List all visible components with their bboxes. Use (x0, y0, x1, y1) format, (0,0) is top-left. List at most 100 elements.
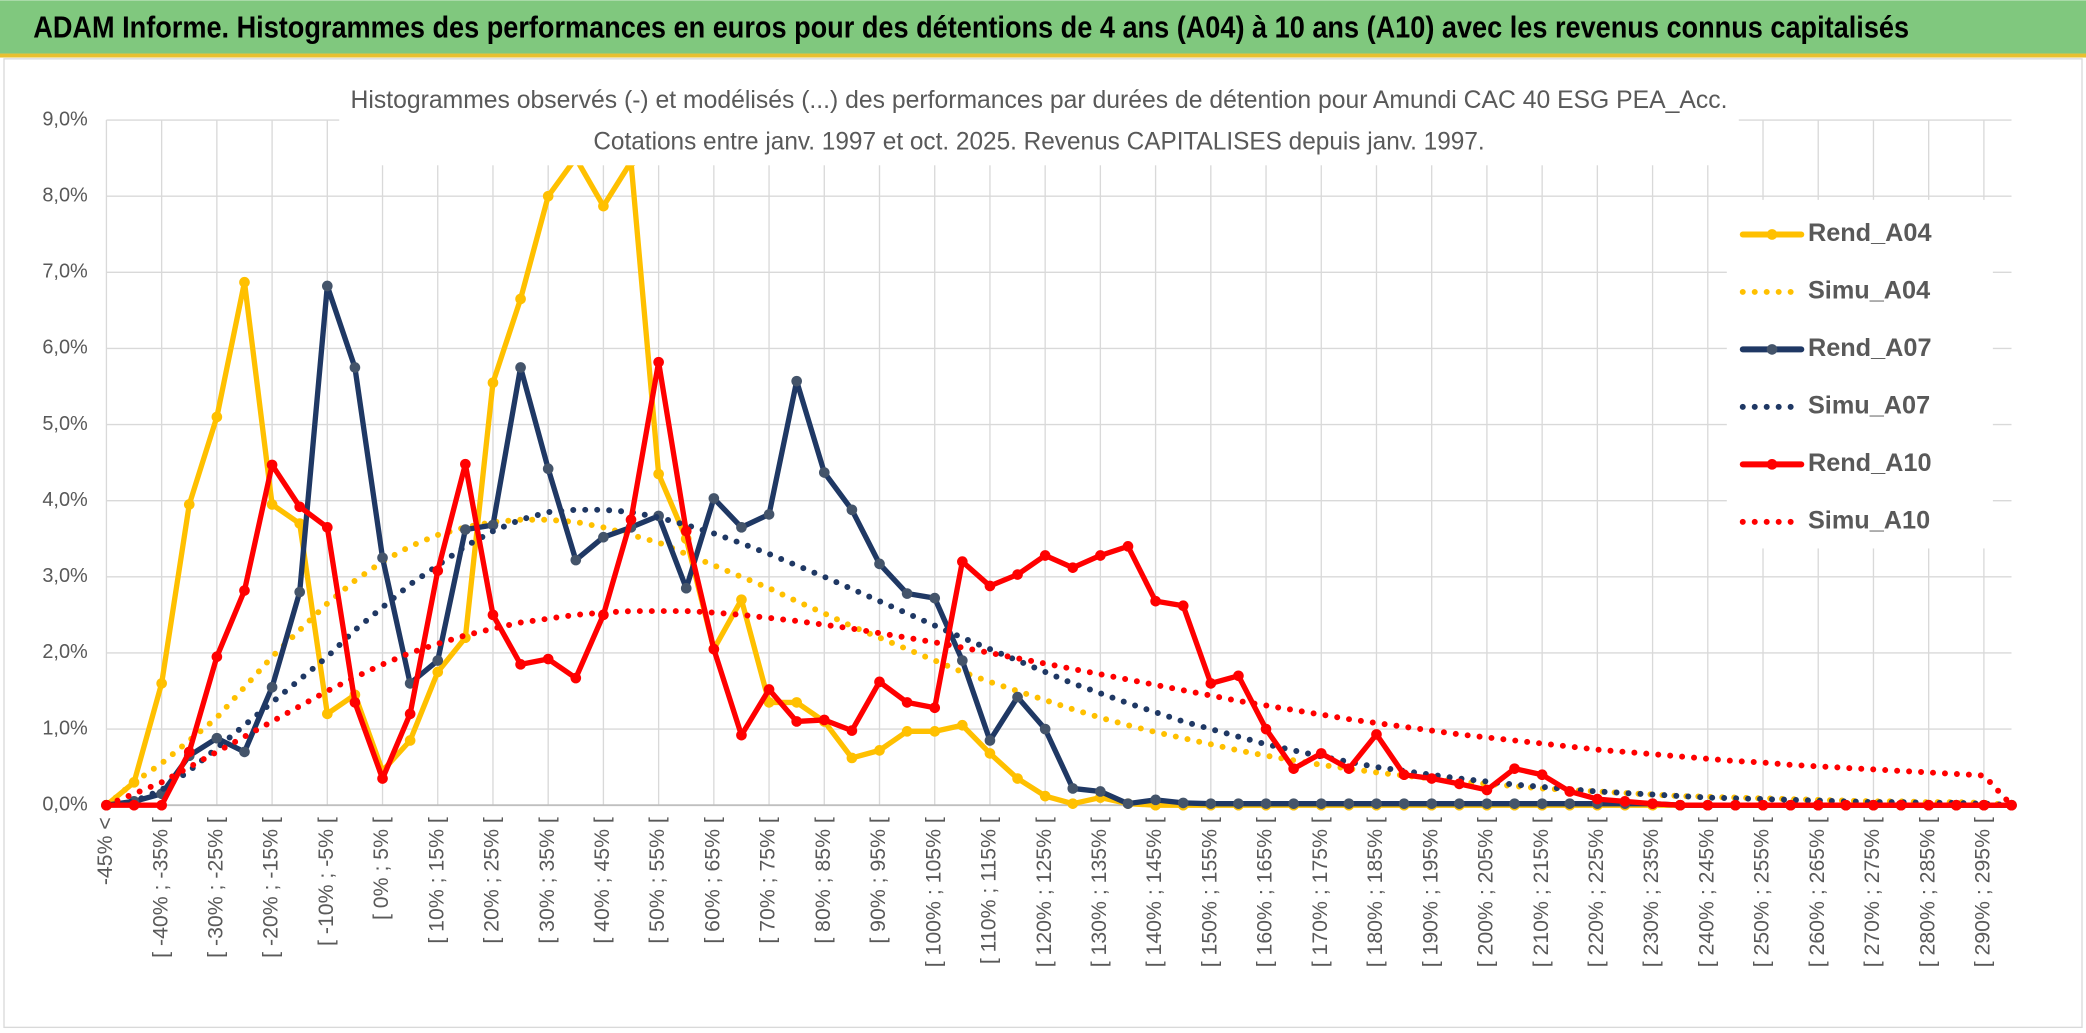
data-point (680, 525, 692, 537)
data-point (1702, 799, 1714, 811)
data-point (404, 708, 416, 720)
data-point (1785, 799, 1796, 811)
header-bar (0, 0, 2086, 54)
legend-label: Rend_A10 (1808, 449, 1932, 477)
data-point (929, 726, 941, 737)
x-tick-label: [ -20% ; -15% [ (259, 817, 283, 958)
data-point (1122, 798, 1134, 809)
data-point (1426, 773, 1438, 784)
title-bg (339, 80, 1739, 166)
data-point (156, 678, 167, 689)
x-tick-label: [ 80% ; 85% [ (811, 817, 835, 944)
data-point (432, 655, 444, 666)
data-point (708, 643, 720, 655)
y-tick-label: 1,0% (42, 717, 88, 739)
y-tick-label: 6,0% (42, 337, 88, 359)
y-tick-label: 7,0% (42, 261, 88, 283)
data-point (791, 716, 802, 727)
data-point (791, 375, 802, 387)
data-point (1371, 729, 1382, 740)
data-point (183, 746, 195, 758)
data-point (929, 592, 941, 604)
data-point (1923, 799, 1934, 811)
data-point (1868, 799, 1879, 811)
y-tick-label: 2,0% (42, 641, 88, 663)
data-point (736, 729, 747, 741)
data-point (515, 659, 526, 670)
x-tick-label: [ 210% ; 215% [ (1529, 817, 1553, 967)
data-point (1757, 799, 1769, 811)
data-point (1647, 798, 1658, 809)
data-point (1288, 763, 1299, 774)
data-point (1177, 797, 1189, 809)
data-point (653, 468, 664, 480)
data-point (1012, 691, 1023, 703)
data-point (1233, 798, 1244, 809)
chart-subtitle: Cotations entre janv. 1997 et oct. 2025.… (593, 127, 1484, 155)
data-point (846, 725, 858, 736)
data-point (1564, 798, 1576, 809)
data-point (736, 594, 747, 605)
data-point (901, 726, 913, 737)
data-point (432, 565, 444, 577)
x-tick-label: [ 110% ; 115% [ (977, 817, 1001, 964)
data-point (128, 799, 140, 811)
data-point (515, 293, 526, 305)
y-tick-label: 0,0% (42, 793, 88, 815)
data-point (1039, 550, 1051, 561)
data-point (349, 697, 361, 708)
legend-label: Rend_A04 (1808, 219, 1932, 247)
data-point (1095, 550, 1106, 561)
series-line (103, 608, 2015, 809)
x-tick-label: [ 40% ; 45% [ (590, 817, 614, 944)
y-tick-label: 5,0% (42, 413, 88, 435)
x-tick-label: [ 0% ; 5% [ (369, 817, 393, 920)
data-point (460, 458, 471, 470)
x-tick-label: [ 240% ; 245% [ (1694, 817, 1718, 967)
data-point (1260, 723, 1272, 735)
data-point (460, 524, 471, 535)
x-tick-label: [ 180% ; 185% [ (1363, 817, 1387, 967)
data-point (1288, 798, 1299, 809)
x-tick-label: [ 30% ; 35% [ (535, 817, 559, 944)
data-point (1674, 799, 1686, 811)
data-point (1978, 799, 1990, 811)
data-point (156, 799, 167, 811)
x-tick-label: [ 190% ; 195% [ (1418, 817, 1442, 967)
x-tick-label: [ 130% ; 135% [ (1087, 817, 1111, 967)
legend-marker (1766, 229, 1778, 240)
data-point (1012, 569, 1023, 580)
header-rule (0, 53, 2086, 58)
data-point (763, 684, 775, 695)
data-point (625, 514, 637, 526)
data-point (1536, 798, 1548, 809)
x-tick-label: [ 120% ; 125% [ (1032, 817, 1056, 967)
data-point (1315, 798, 1327, 809)
data-point (1343, 798, 1355, 809)
data-point (211, 651, 223, 663)
data-point (984, 748, 996, 759)
data-point (736, 522, 747, 533)
series-line (103, 516, 2015, 809)
page-title: ADAM Informe. Histogrammes des performan… (33, 11, 1909, 45)
data-point (1205, 798, 1217, 809)
x-tick-label: [ 250% ; 255% [ (1750, 817, 1774, 967)
data-point (542, 463, 554, 475)
legend-label: Simu_A07 (1808, 392, 1930, 420)
x-tick-label: [ 270% ; 275% [ (1860, 817, 1884, 967)
legend-label: Simu_A10 (1808, 506, 1930, 534)
data-point (1012, 773, 1023, 784)
x-tick-label: -45% < (93, 817, 117, 885)
data-point (763, 509, 775, 520)
data-point (680, 582, 692, 594)
data-point (1343, 763, 1355, 774)
data-point (183, 499, 195, 510)
data-point (321, 708, 333, 720)
data-point (874, 558, 885, 570)
data-point (818, 714, 830, 726)
data-point (404, 735, 416, 746)
data-point (321, 280, 333, 292)
data-point (487, 609, 499, 621)
data-point (211, 411, 223, 423)
